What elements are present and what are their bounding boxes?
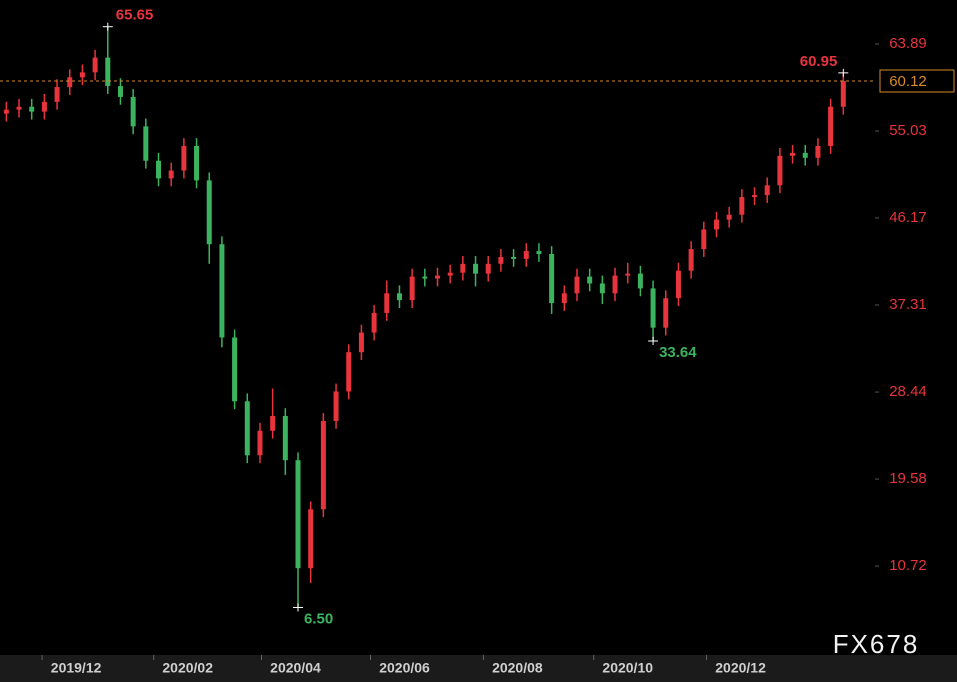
candle-body — [371, 312, 377, 333]
candle-body — [663, 298, 669, 328]
y-tick-label: 28.44 — [889, 383, 927, 400]
candle-body — [156, 160, 162, 179]
candle-body — [485, 263, 491, 274]
candle-body — [802, 152, 808, 158]
x-axis-band — [0, 655, 957, 682]
candle-body — [168, 170, 174, 179]
candle-body — [435, 275, 440, 279]
candle-body — [828, 106, 834, 147]
candle-body — [790, 152, 796, 156]
candle-body — [536, 251, 542, 255]
y-tick-label: 37.31 — [889, 296, 927, 313]
last-price-box — [879, 69, 955, 93]
candle-body — [396, 293, 402, 301]
candle-body — [308, 509, 314, 569]
extreme-label: 33.64 — [659, 344, 697, 361]
candle-body — [523, 251, 529, 259]
candle-body — [130, 96, 136, 127]
candle-body — [295, 460, 301, 569]
candle-body — [41, 101, 47, 112]
candle-body — [473, 263, 479, 274]
extreme-label: 6.50 — [304, 610, 333, 627]
candle-body — [3, 109, 9, 114]
candle-body — [650, 288, 656, 328]
candle-body — [777, 155, 783, 186]
candle-body — [511, 256, 517, 259]
candle-body — [726, 214, 732, 220]
last-price-label: 60.12 — [889, 73, 927, 90]
x-tick-label: 2020/08 — [492, 660, 543, 676]
candle-body — [447, 272, 453, 276]
y-tick-label: 10.72 — [889, 557, 927, 574]
candle-body — [713, 219, 719, 230]
x-tick-label: 2020/10 — [602, 660, 653, 676]
candle-body — [587, 276, 593, 284]
candle-body — [232, 337, 238, 402]
candle-body — [117, 86, 123, 97]
extreme-label: 60.95 — [800, 53, 838, 70]
candle-body — [701, 229, 707, 250]
candle-body — [764, 185, 770, 196]
candle-body — [257, 430, 263, 456]
candle-body — [599, 283, 605, 294]
candle-body — [143, 126, 149, 161]
candle-body — [67, 77, 73, 88]
extreme-label: 65.65 — [116, 7, 154, 24]
candle-body — [181, 146, 187, 171]
candle-body — [637, 273, 643, 289]
candle-body — [549, 254, 555, 304]
candle-body — [498, 256, 504, 264]
candle-body — [346, 352, 352, 392]
candle-body — [244, 401, 250, 456]
candle-body — [16, 106, 22, 110]
candle-body — [79, 72, 85, 78]
x-tick-label: 2020/06 — [379, 660, 430, 676]
candle-body — [206, 180, 212, 245]
candle-body — [840, 81, 846, 107]
candle-body — [739, 197, 745, 215]
candle-body — [320, 420, 326, 510]
x-tick-label: 2020/04 — [270, 660, 321, 676]
candle-body — [612, 275, 618, 294]
candle-body — [54, 87, 60, 102]
candle-body — [688, 249, 694, 271]
candle-body — [384, 293, 390, 313]
candle-body — [752, 195, 758, 198]
candle-body — [29, 106, 35, 112]
candle-body — [219, 244, 225, 338]
candle-body — [561, 293, 567, 304]
candle-body — [574, 276, 580, 294]
candle-body — [358, 332, 364, 353]
candle-body — [675, 270, 681, 299]
candle-body — [282, 416, 288, 461]
candle-body — [333, 391, 339, 421]
candle-body — [815, 146, 821, 158]
y-tick-label: 46.17 — [889, 209, 927, 226]
candle-body — [409, 276, 415, 301]
candle-body — [460, 263, 466, 273]
candle-body — [625, 273, 631, 276]
candle-body — [270, 416, 276, 431]
y-tick-label: 19.58 — [889, 470, 927, 487]
candle-body — [105, 57, 111, 87]
y-tick-label: 63.89 — [889, 35, 927, 52]
x-tick-label: 2019/12 — [51, 660, 102, 676]
candle-body — [92, 57, 98, 73]
y-tick-label: 55.03 — [889, 122, 927, 139]
candle-body — [422, 276, 428, 279]
x-tick-label: 2020/12 — [715, 660, 766, 676]
x-tick-label: 2020/02 — [162, 660, 213, 676]
watermark: FX678 — [833, 629, 920, 659]
candle-body — [194, 146, 200, 181]
